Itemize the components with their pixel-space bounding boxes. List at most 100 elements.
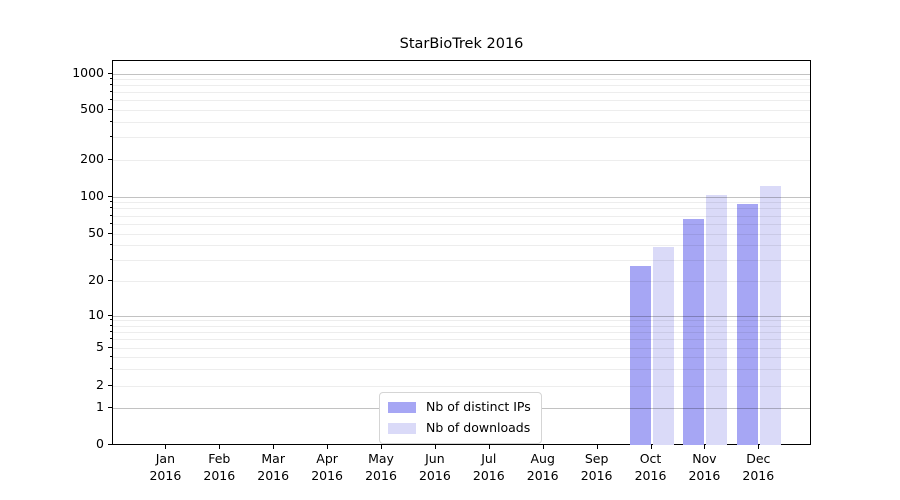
- y-gridline-minor: [113, 368, 810, 370]
- x-tick-mark: [704, 445, 706, 449]
- x-tick-label: Jul 2016: [459, 451, 519, 484]
- y-gridline-major: [113, 196, 810, 198]
- legend: Nb of distinct IPs Nb of downloads: [379, 392, 542, 444]
- x-tick-label-line: 2016: [365, 467, 397, 483]
- y-minor-tick-mark: [110, 324, 112, 326]
- x-tick-label: Jun 2016: [405, 451, 465, 484]
- y-gridline-minor: [113, 244, 810, 246]
- y-gridline-minor: [113, 100, 810, 102]
- x-tick-mark: [434, 445, 436, 449]
- y-tick-mark: [108, 72, 112, 74]
- y-tick-label: 100: [80, 187, 104, 203]
- y-minor-tick-mark: [110, 232, 112, 234]
- x-tick-mark: [758, 445, 760, 449]
- y-gridline-minor: [113, 233, 810, 235]
- y-minor-tick-mark: [110, 330, 112, 332]
- bar-distinct-ips: [683, 219, 705, 445]
- y-tick-mark: [108, 314, 112, 316]
- x-tick-label-line: 2016: [203, 467, 236, 483]
- y-gridline-minor: [113, 137, 810, 139]
- x-tick-label-line: Sep: [584, 451, 609, 466]
- y-minor-tick-mark: [110, 367, 112, 369]
- gridlines-layer: [113, 61, 810, 444]
- y-gridline-minor: [113, 339, 810, 341]
- y-minor-tick-mark: [110, 99, 112, 101]
- y-minor-tick-mark: [110, 279, 112, 281]
- x-tick-label-line: May: [368, 451, 394, 466]
- y-gridline-minor: [113, 109, 810, 111]
- x-tick-label-line: Jul: [481, 451, 497, 466]
- legend-swatch-distinct-ips: [388, 402, 416, 413]
- x-tick-label-line: 2016: [149, 467, 182, 483]
- x-tick-label-line: Jan: [155, 451, 176, 466]
- x-tick-label: May 2016: [351, 451, 411, 484]
- legend-label: Nb of downloads: [426, 420, 531, 436]
- y-tick-label: 1: [96, 398, 104, 414]
- y-gridline-minor: [113, 320, 810, 322]
- x-tick-mark: [596, 445, 598, 449]
- y-tick-mark: [108, 406, 112, 408]
- y-gridline-minor: [113, 385, 810, 387]
- y-tick-label: 20: [88, 271, 104, 287]
- y-minor-tick-mark: [110, 158, 112, 160]
- x-tick-label: Feb 2016: [189, 451, 249, 484]
- y-gridline-minor: [113, 78, 810, 80]
- legend-item: Nb of downloads: [388, 420, 531, 437]
- x-tick-label-line: Aug: [530, 451, 555, 466]
- y-minor-tick-mark: [110, 91, 112, 93]
- x-tick-mark: [488, 445, 490, 449]
- y-tick-mark: [108, 195, 112, 197]
- x-tick-label-line: 2016: [580, 467, 613, 483]
- plot-area: Nb of distinct IPs Nb of downloads: [112, 60, 811, 445]
- y-gridline-minor: [113, 356, 810, 358]
- bar-distinct-ips: [737, 203, 759, 445]
- y-minor-tick-mark: [110, 319, 112, 321]
- y-minor-tick-mark: [110, 384, 112, 386]
- y-tick-label: 1000: [72, 64, 104, 80]
- x-tick-label: Mar 2016: [243, 451, 303, 484]
- y-minor-tick-mark: [110, 207, 112, 209]
- x-tick-label-line: 2016: [526, 467, 559, 483]
- y-minor-tick-mark: [110, 258, 112, 260]
- x-tick-label-line: 2016: [418, 467, 451, 483]
- x-tick-label-line: Mar: [261, 451, 285, 466]
- x-tick-mark: [650, 445, 652, 449]
- x-tick-label-line: 2016: [742, 467, 775, 483]
- x-tick-label-line: Oct: [639, 451, 662, 466]
- y-gridline-minor: [113, 208, 810, 210]
- legend-label: Nb of distinct IPs: [426, 399, 531, 415]
- y-minor-tick-mark: [110, 84, 112, 86]
- x-tick-mark: [381, 445, 382, 449]
- y-gridline-minor: [113, 92, 810, 94]
- x-tick-label-line: Jun: [425, 451, 445, 466]
- y-gridline-minor: [113, 331, 810, 333]
- y-gridline-major: [113, 73, 810, 75]
- x-tick-mark: [219, 445, 221, 449]
- chart-title: StarBioTrek 2016: [399, 36, 524, 52]
- y-gridline-minor: [113, 215, 810, 217]
- y-gridline-minor: [113, 280, 810, 282]
- y-minor-tick-mark: [110, 338, 112, 340]
- y-gridline-minor: [113, 325, 810, 327]
- x-tick-label-line: 2016: [688, 467, 721, 483]
- x-tick-label-line: 2016: [472, 467, 505, 483]
- y-gridline-minor: [113, 85, 810, 87]
- y-minor-tick-mark: [110, 201, 112, 203]
- x-tick-label-line: 2016: [311, 467, 343, 483]
- bars-layer: [113, 61, 810, 445]
- y-minor-tick-mark: [110, 346, 112, 348]
- x-tick-label-line: 2016: [257, 467, 290, 483]
- y-tick-label: 500: [80, 100, 104, 116]
- y-tick-label: 5: [96, 338, 104, 354]
- x-tick-label-line: Feb: [208, 451, 231, 466]
- y-gridline-minor: [113, 223, 810, 225]
- y-gridline-minor: [113, 347, 810, 349]
- x-tick-mark: [542, 445, 544, 449]
- x-tick-label: Dec 2016: [728, 451, 788, 484]
- y-minor-tick-mark: [110, 243, 112, 245]
- legend-item: Nb of distinct IPs: [388, 399, 531, 416]
- x-tick-label: Jan 2016: [135, 451, 195, 484]
- y-minor-tick-mark: [110, 108, 112, 110]
- x-tick-mark: [165, 445, 167, 449]
